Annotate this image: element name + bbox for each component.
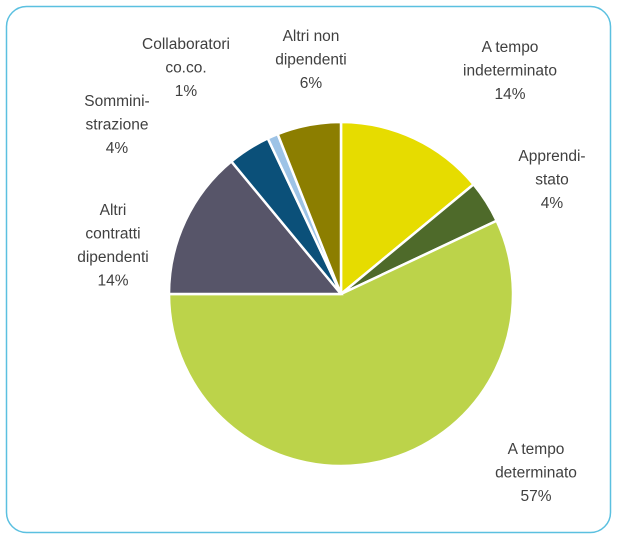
- pie-slice: [339, 120, 476, 297]
- slice-label: Sommini-strazione: [84, 93, 149, 134]
- value-label: 6%: [300, 75, 323, 92]
- value-label: 57%: [520, 488, 551, 505]
- label-line: Sommini-: [84, 93, 149, 110]
- value-label: 1%: [175, 83, 198, 100]
- slice-label: A tempo indeterminato: [463, 39, 557, 80]
- label-line: Altri: [100, 202, 127, 219]
- pie-slice: [276, 120, 343, 295]
- label-line: stato: [535, 172, 569, 189]
- label-line: determinato: [495, 465, 577, 482]
- label-line: contratti: [85, 226, 140, 243]
- label-line: A tempo: [482, 39, 539, 56]
- label-line: A tempo: [508, 441, 565, 458]
- value-label: 14%: [97, 273, 128, 290]
- slice-label: Apprendi-stato: [518, 148, 585, 189]
- slice-label: A tempo determinato: [495, 441, 577, 482]
- value-label: 4%: [541, 195, 564, 212]
- value-label: 4%: [106, 140, 129, 157]
- label-line: dipendenti: [275, 52, 347, 69]
- label-line: Apprendi-: [518, 148, 585, 165]
- label-line: Altri non: [283, 28, 340, 45]
- slice-label: Altri contratti dipendenti: [77, 202, 149, 266]
- label-line: dipendenti: [77, 249, 149, 266]
- pie-slice: [167, 219, 515, 468]
- pie-slice: [167, 159, 344, 296]
- slice-label: Altri non dipendenti: [275, 28, 347, 69]
- label-line: Collaboratori: [142, 36, 230, 53]
- label-line: indeterminato: [463, 63, 557, 80]
- value-label: 14%: [494, 86, 525, 103]
- label-line: co.co.: [165, 60, 206, 77]
- slice-label: Collaboratori co.co.: [142, 36, 230, 77]
- label-line: strazione: [86, 117, 149, 134]
